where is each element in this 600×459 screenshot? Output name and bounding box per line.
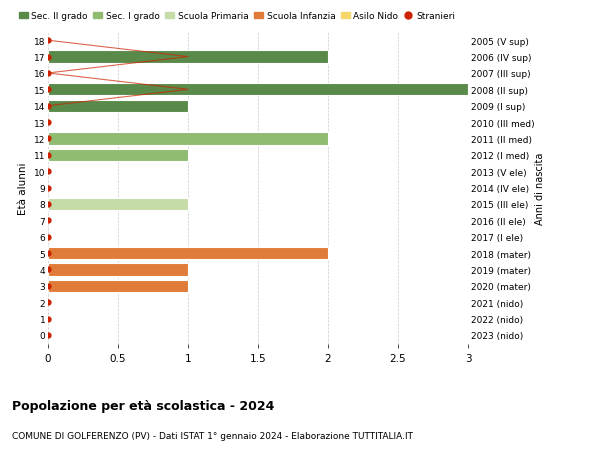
Bar — [48, 198, 188, 211]
Bar — [48, 280, 188, 292]
Text: COMUNE DI GOLFERENZO (PV) - Dati ISTAT 1° gennaio 2024 - Elaborazione TUTTITALIA: COMUNE DI GOLFERENZO (PV) - Dati ISTAT 1… — [12, 431, 413, 441]
Bar — [48, 247, 328, 260]
Bar — [48, 280, 188, 292]
Bar — [48, 84, 468, 96]
Bar — [48, 133, 328, 146]
Legend: Sec. II grado, Sec. I grado, Scuola Primaria, Scuola Infanzia, Asilo Nido, Stran: Sec. II grado, Sec. I grado, Scuola Prim… — [15, 8, 459, 24]
Bar — [48, 84, 468, 96]
Bar — [48, 51, 328, 64]
Bar — [48, 101, 188, 112]
Bar — [48, 264, 188, 276]
Bar — [48, 133, 328, 146]
Y-axis label: Anni di nascita: Anni di nascita — [535, 152, 545, 224]
Text: Popolazione per età scolastica - 2024: Popolazione per età scolastica - 2024 — [12, 399, 274, 412]
Y-axis label: Età alunni: Età alunni — [18, 162, 28, 214]
Bar — [48, 247, 328, 260]
Bar — [48, 198, 188, 211]
Bar — [48, 101, 188, 112]
Bar — [48, 51, 328, 64]
Bar — [48, 149, 188, 162]
Bar — [48, 149, 188, 162]
Bar — [48, 264, 188, 276]
